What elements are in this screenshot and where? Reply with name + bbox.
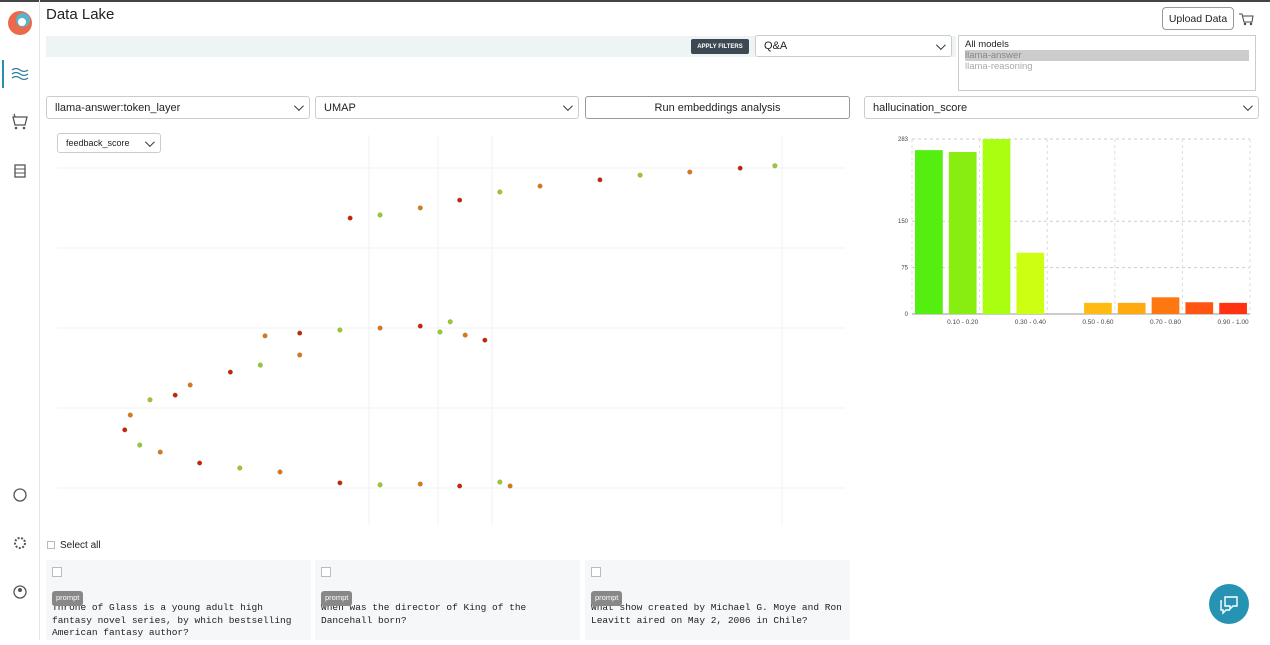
x-tick-label: 0.10 - 0.20 [947,319,978,326]
card-checkbox[interactable] [591,567,601,577]
scatter-point [482,337,488,343]
color-by-value: feedback_score [66,138,130,148]
bar [1117,302,1146,314]
scatter-point [772,163,778,169]
page-title: Data Lake [46,6,115,23]
metric-select[interactable]: hallucination_score [864,96,1259,119]
x-tick-label: 0.70 - 0.80 [1150,319,1181,326]
card-tag: prompt [52,591,84,606]
bar [1016,252,1045,314]
method-value: UMAP [324,101,356,114]
scatter-point [497,189,503,195]
scatter-point [227,369,233,375]
bar [1151,297,1180,314]
card-checkbox[interactable] [321,567,331,577]
scatter-point [187,382,193,388]
scatter-point [417,205,423,211]
scatter-point [737,165,743,171]
scatter-point [637,172,643,178]
scatter-point [597,177,603,183]
scatter-point [497,479,503,485]
scatter-point [457,197,463,203]
scatter-point [197,460,203,466]
scatter-point [377,482,383,488]
card[interactable]: prompt Throne of Glass is a young adult h… [46,560,311,640]
model-list[interactable]: All models llama-answer llama-reasoning [958,35,1256,91]
scatter-point [337,480,343,486]
scatter-point [457,483,463,489]
x-tick-label: 0.90 - 1.00 [1218,319,1249,326]
card[interactable]: prompt What show created by Michael G. Mo… [585,560,850,640]
y-tick-label: 150 [898,219,909,225]
bar [1219,302,1247,314]
card-tag: prompt [591,591,623,606]
layer-value: llama-answer:token_layer [55,101,181,114]
scatter-point [447,319,453,325]
bar [1185,302,1214,314]
x-tick-label: 0.50 - 0.60 [1082,319,1113,326]
scatter-point [257,362,263,368]
scatter-point [377,212,383,218]
bar [948,151,977,314]
scatter-point [417,323,423,329]
scatter-point [507,483,513,489]
scatter-point [437,329,443,335]
scatter-point [462,332,468,338]
scatter-point [377,325,383,331]
chat-icon [1220,596,1238,615]
grid [57,135,845,525]
method-select[interactable]: UMAP [315,96,579,119]
scatter-point [262,333,268,339]
dataset-value: Q&A [764,40,788,52]
card-text: When was the director of King of the Dan… [321,602,527,626]
scatter-point [417,481,423,487]
card-checkbox[interactable] [52,567,62,577]
card-text: What show created by Michael G. Moye and… [591,602,842,626]
metric-value: hallucination_score [873,101,968,114]
scatter-point [297,330,303,336]
bar [1084,302,1112,314]
scatter-point [337,327,343,333]
x-tick-label: 0.30 - 0.40 [1015,319,1046,326]
y-tick-label: 283 [898,137,909,143]
layer-select[interactable]: llama-answer:token_layer [46,96,310,119]
top-border [0,0,1270,2]
scatter-point [137,442,143,448]
model-option[interactable]: All models [965,39,1009,50]
color-by-select[interactable]: feedback_score [57,133,161,153]
sidebar [0,0,40,640]
scatter-point [127,412,133,418]
run-button[interactable]: Run embeddings analysis [585,96,850,119]
scatter-point [147,397,153,403]
scatter-point [277,469,283,475]
scatter-point [537,183,543,189]
model-option[interactable]: llama-reasoning [965,61,1033,72]
card-tag: prompt [321,591,353,606]
select-all-label: Select all [60,540,101,551]
scatter-point [237,465,243,471]
sidebar-icons [2,11,32,599]
card-text: Throne of Glass is a young adult high fa… [52,602,292,638]
scatter-point [172,392,178,398]
scatter-point [157,449,163,455]
scatter-point [122,427,128,433]
scatter-point [347,215,353,221]
upload-button[interactable]: Upload Data [1162,7,1234,30]
bar [982,139,1011,314]
dataset-select[interactable]: Q&A [755,35,952,57]
histogram: 0 75 150 283 0.10 - 0.20 0.30 - 0.40 0.50 - 0.… [898,137,1251,326]
scatter-point [687,169,693,175]
apply-filters-button[interactable]: APPLY FILTERS [691,39,749,54]
y-tick-label: 75 [901,266,908,272]
scatter-plot [57,135,845,525]
card[interactable]: prompt When was the director of King of t… [315,560,580,640]
scatter-point [297,352,303,358]
chat-button[interactable] [1209,584,1249,624]
select-all-checkbox[interactable] [47,541,55,549]
y-tick-label: 0 [905,312,909,318]
bar [915,150,943,314]
model-option[interactable]: llama-answer [965,50,1249,61]
cart-icon[interactable] [1238,11,1254,27]
